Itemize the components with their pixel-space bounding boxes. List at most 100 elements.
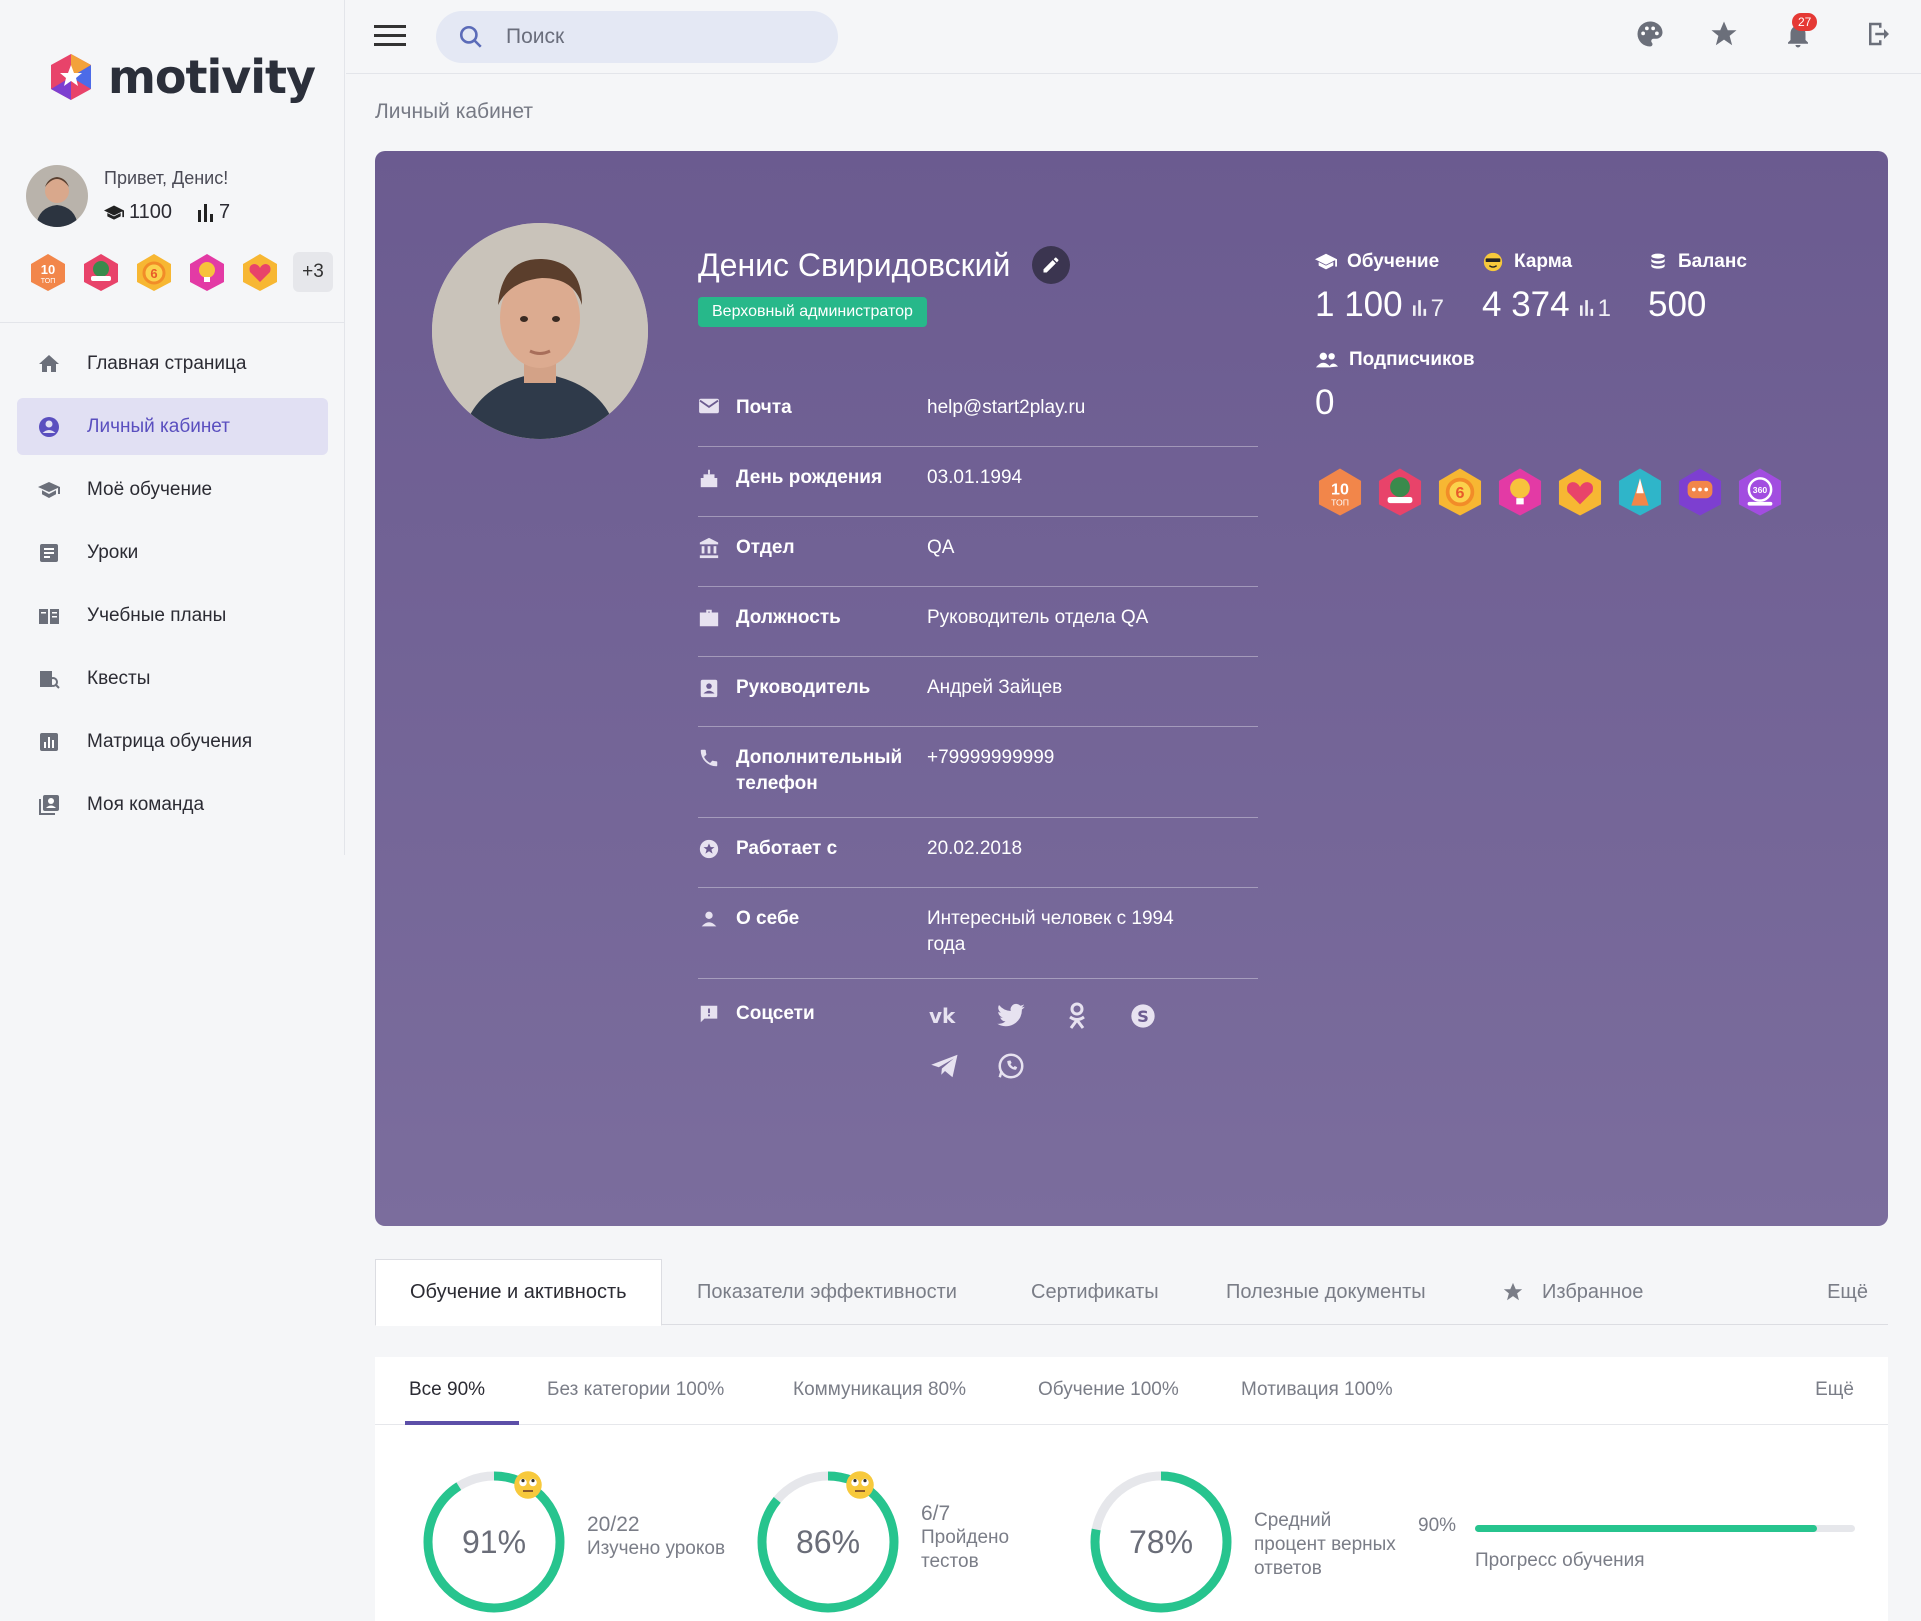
logo[interactable]: motivity (48, 50, 315, 104)
stat-label: Обучение (1347, 251, 1439, 273)
vk-icon[interactable]: vk (927, 1001, 963, 1031)
avatar[interactable] (26, 165, 88, 227)
nav-item-learning-matrix[interactable]: Матрица обучения (17, 713, 328, 770)
edit-profile-button[interactable] (1032, 246, 1070, 284)
tab-favorites[interactable]: Избранное (1502, 1259, 1643, 1325)
info-value: QA (927, 535, 954, 566)
cake-icon (698, 467, 720, 489)
nav-item-label: Главная страница (87, 353, 247, 375)
idea-badge-icon[interactable] (187, 252, 227, 292)
skype-icon[interactable]: S (1125, 1001, 1161, 1031)
overall-progress-caption: Прогресс обучения (1475, 1549, 1645, 1573)
info-label: Отдел (736, 535, 927, 566)
nav-item-study-plans[interactable]: Учебные планы (17, 587, 328, 644)
search-input[interactable] (506, 25, 806, 49)
overall-progress-bar (1475, 1525, 1855, 1532)
svg-text:10: 10 (41, 262, 55, 277)
pencil-badge-icon[interactable] (1615, 466, 1665, 518)
rank-bars-icon (1413, 300, 1427, 316)
user-badges: 10 ТОП 6 +3 (28, 252, 333, 292)
social-links: vk S (927, 1001, 1217, 1081)
rank-bars-icon (198, 204, 214, 222)
learning-panel: Все 90% Без категории 100% Коммуникация … (375, 1357, 1888, 1621)
nav-item-profile[interactable]: Личный кабинет (17, 398, 328, 455)
info-row-about: О себе Интересный человек с 1994 года (698, 888, 1258, 979)
info-label: Дополнительный телефон (736, 745, 927, 797)
subtab-all[interactable]: Все 90% (405, 1379, 519, 1425)
telegram-icon[interactable] (927, 1051, 963, 1081)
nav-item-label: Личный кабинет (87, 416, 230, 438)
nav-item-my-learning[interactable]: Моё обучение (17, 461, 328, 518)
stat-label: Баланс (1678, 251, 1747, 273)
reader-badge-icon[interactable] (81, 252, 121, 292)
svg-text:6: 6 (1456, 484, 1465, 502)
mail-icon (698, 397, 720, 415)
stat-value: 1 100 (1315, 285, 1403, 325)
twitter-icon[interactable] (993, 1001, 1029, 1031)
subtab-no-category[interactable]: Без категории 100% (547, 1379, 724, 1401)
graduation-cap-icon (37, 478, 61, 502)
reader-badge-icon[interactable] (1375, 466, 1425, 518)
odnoklassniki-icon[interactable] (1059, 1001, 1095, 1031)
info-label: День рождения (736, 465, 927, 496)
user-summary[interactable]: Привет, Денис! 1100 7 (26, 165, 230, 227)
svg-text:360: 360 (1753, 485, 1768, 495)
institution-icon (698, 537, 720, 559)
heart-badge-icon[interactable] (1555, 466, 1605, 518)
stat-followers[interactable]: Подписчиков 0 (1315, 349, 1475, 423)
star-icon[interactable] (1709, 19, 1739, 49)
answers-progress-ring: 78% (1086, 1467, 1236, 1617)
nav-item-home[interactable]: Главная страница (17, 335, 328, 392)
info-value[interactable]: help@start2play.ru (927, 395, 1085, 426)
stat-learning: Обучение 1 100 7 (1315, 251, 1444, 325)
idea-badge-icon[interactable] (1495, 466, 1545, 518)
briefcase-icon (698, 607, 720, 629)
menu-icon[interactable] (374, 24, 406, 48)
more-badges-button[interactable]: +3 (293, 252, 333, 292)
palette-icon[interactable] (1635, 19, 1665, 49)
star-icon (1502, 1281, 1524, 1303)
tab-certificates[interactable]: Сертификаты (1031, 1259, 1159, 1325)
360-badge-icon[interactable]: 360 (1735, 466, 1785, 518)
greeting: Привет, Денис! (104, 168, 230, 189)
tab-documents[interactable]: Полезные документы (1226, 1259, 1426, 1325)
notification-count-badge: 27 (1792, 13, 1817, 31)
subtab-motivation[interactable]: Мотивация 100% (1241, 1379, 1393, 1401)
search-box[interactable] (436, 11, 838, 63)
info-label: Должность (736, 605, 927, 636)
main-nav: Главная страница Личный кабинет Моё обуч… (17, 335, 328, 839)
whatsapp-icon[interactable] (993, 1051, 1029, 1081)
home-icon (37, 352, 61, 376)
info-label: Работает с (736, 836, 927, 867)
tab-performance[interactable]: Показатели эффективности (697, 1259, 957, 1325)
person-icon (698, 908, 720, 930)
people-icon (1315, 351, 1339, 369)
stat-label: Карма (1514, 251, 1572, 273)
logout-icon[interactable] (1864, 19, 1894, 49)
heart-badge-icon[interactable] (240, 252, 280, 292)
info-value[interactable]: +79999999999 (927, 745, 1054, 797)
nav-item-label: Учебные планы (87, 605, 226, 627)
lessons-progress-ring: 91% (419, 1467, 569, 1617)
subtab-learning[interactable]: Обучение 100% (1038, 1379, 1179, 1401)
info-row-employed-since: Работает с 20.02.2018 (698, 818, 1258, 888)
pencil-icon (1041, 255, 1061, 275)
nav-item-lessons[interactable]: Уроки (17, 524, 328, 581)
medal-six-badge-icon[interactable]: 6 (134, 252, 174, 292)
info-value[interactable]: Андрей Зайцев (927, 675, 1062, 706)
nav-item-label: Моё обучение (87, 479, 212, 501)
chat-badge-icon[interactable] (1675, 466, 1725, 518)
nav-item-quests[interactable]: Квесты (17, 650, 328, 707)
tab-learning-activity[interactable]: Обучение и активность (375, 1259, 662, 1326)
subtab-communication[interactable]: Коммуникация 80% (793, 1379, 966, 1401)
user-points: 1100 (104, 201, 172, 224)
ring-percent: 86% (796, 1524, 860, 1560)
tab-more[interactable]: Ещё (1827, 1259, 1868, 1325)
profile-card: Денис Свиридовский Верховный администрат… (375, 151, 1888, 1226)
nav-item-my-team[interactable]: Моя команда (17, 776, 328, 833)
medal-six-badge-icon[interactable]: 6 (1435, 466, 1485, 518)
subtab-more[interactable]: Ещё (1815, 1379, 1854, 1401)
stat-value: 500 (1648, 285, 1706, 325)
